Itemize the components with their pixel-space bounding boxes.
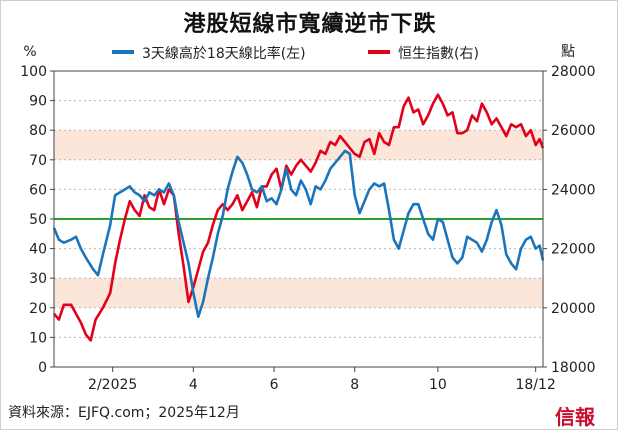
left-tick-label: 60 [29,182,47,198]
right-tick-label: 26000 [551,123,596,139]
left-tick-label: 70 [29,153,47,169]
shaded-bands [54,130,543,308]
left-tick-label: 50 [29,212,47,228]
legend-label: 3天線高於18天線比率(左) [142,45,306,62]
left-tick-label: 40 [29,242,47,258]
x-tick-label: 2/2025 [88,377,137,393]
x-tick-label: 8 [350,377,359,393]
left-tick-label: 80 [29,123,47,139]
left-tick-label: 30 [29,271,47,287]
chart-title: 港股短線市寬續逆市下跌 [183,12,437,37]
series-line-blue [52,149,545,318]
right-axis-unit: 點 [561,44,575,60]
left-axis-unit: % [23,44,36,60]
legend: 3天線高於18天線比率(左) 恒生指數(右) [112,45,479,62]
shaded-band-0 [54,130,543,160]
left-tick-label: 0 [38,360,47,376]
brand-logo: 信報 [555,405,595,429]
left-tick-label: 90 [29,94,47,110]
right-tick-label: 28000 [551,64,596,80]
x-axis-ticks: 2/2025 4 6 8 10 18/12 [88,367,556,393]
left-tick-label: 100 [20,64,47,80]
left-axis-ticks: 0 10 20 30 40 50 60 70 80 90 100 [20,64,54,376]
right-tick-label: 22000 [551,242,596,258]
x-tick-label: 10 [429,377,447,393]
left-tick-label: 10 [29,330,47,346]
right-tick-label: 24000 [551,182,596,198]
right-tick-label: 18000 [551,360,596,376]
shaded-band-1 [54,278,543,308]
series-lines [52,93,545,342]
x-tick-label: 4 [189,377,198,393]
series-line-red [52,93,545,342]
x-tick-label: 18/12 [515,377,555,393]
source-footer: 資料來源：EJFQ.com；2025年12月 [8,405,240,421]
x-tick-label: 6 [270,377,279,393]
legend-label: 恒生指數(右) [398,46,479,62]
left-tick-label: 20 [29,301,47,317]
right-axis-ticks: 18000 20000 22000 24000 26000 28000 [543,64,596,376]
right-tick-label: 20000 [551,301,596,317]
